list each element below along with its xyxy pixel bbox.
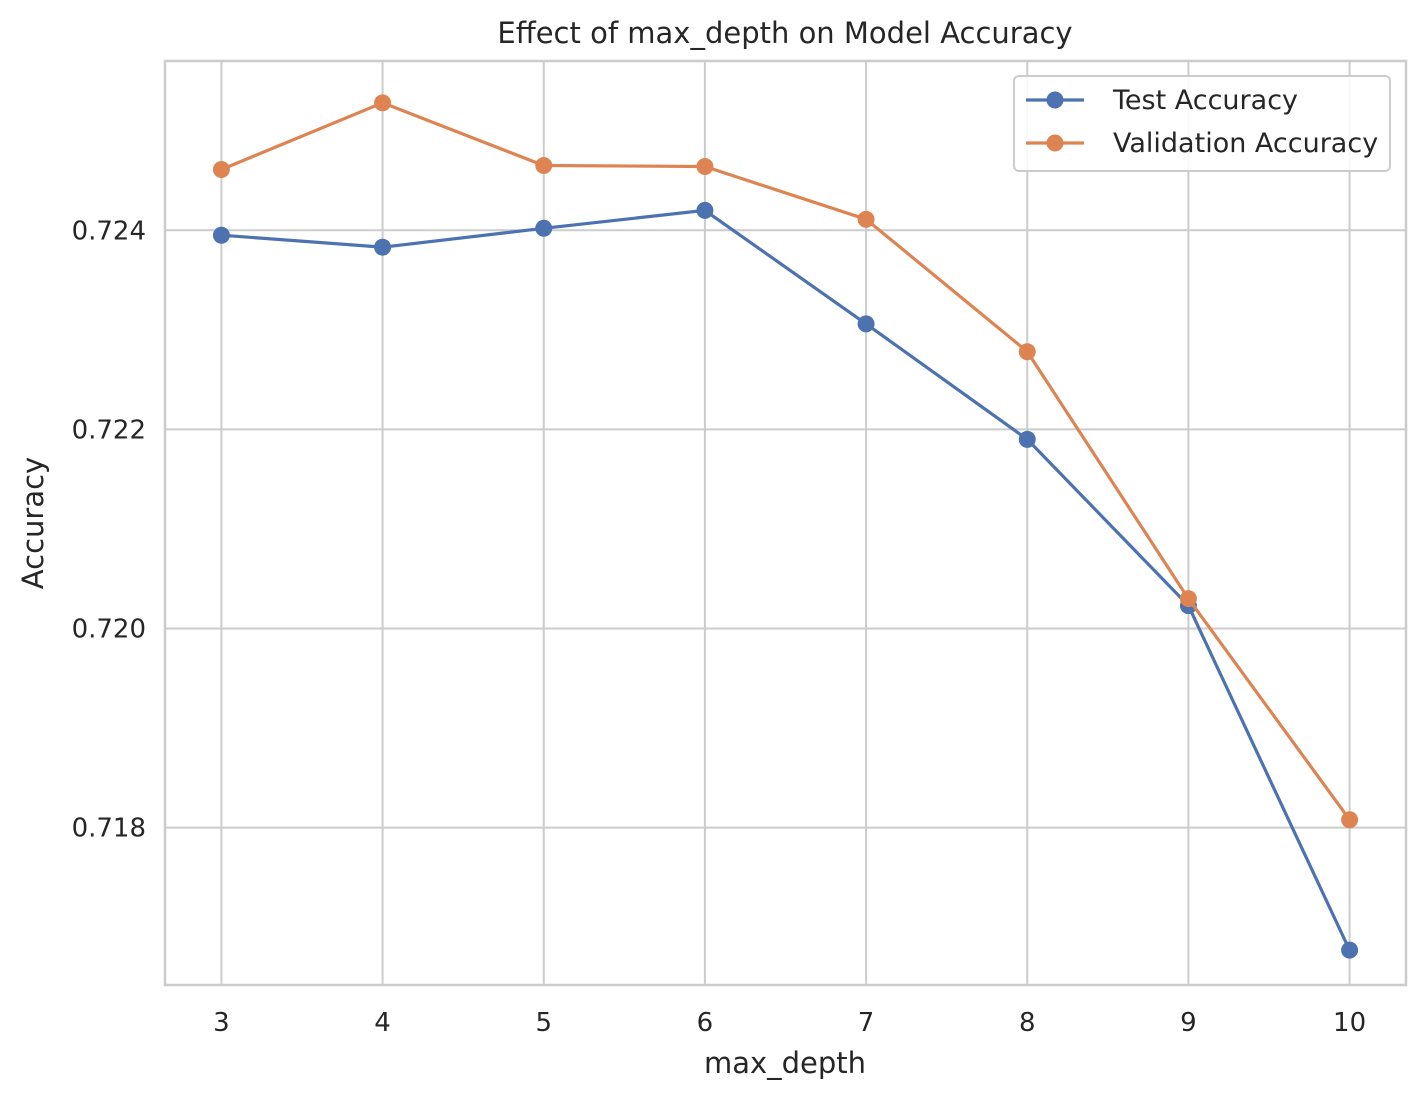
data-point — [374, 94, 392, 112]
legend-box — [1013, 75, 1391, 172]
x-tick-label: 10 — [1333, 1008, 1366, 1038]
x-tick-label: 8 — [1019, 1008, 1036, 1038]
legend: Test Accuracy Validation Accuracy — [1013, 75, 1391, 172]
y-tick-label: 0.722 — [72, 415, 146, 445]
x-tick-label: 7 — [858, 1008, 875, 1038]
data-point — [696, 158, 714, 176]
data-point — [535, 157, 553, 175]
legend-item: Validation Accuracy — [1026, 128, 1378, 159]
x-tick-label: 4 — [374, 1008, 391, 1038]
series-line — [220, 101, 1351, 821]
series-test-accuracy — [212, 201, 1359, 959]
data-point — [212, 226, 230, 244]
legend-label: Test Accuracy — [1112, 85, 1298, 116]
y-tick-label: 0.720 — [72, 615, 146, 645]
plot-frame — [163, 59, 1408, 987]
legend-label: Validation Accuracy — [1113, 128, 1378, 159]
data-point — [374, 238, 392, 256]
series-line — [221, 208, 1352, 951]
x-tick-label: 6 — [697, 1008, 714, 1038]
x-tick-label: 5 — [535, 1008, 552, 1038]
data-point — [1018, 430, 1036, 448]
y-tick-label: 0.724 — [72, 216, 146, 246]
legend-item: Test Accuracy — [1026, 85, 1298, 116]
data-point — [1179, 590, 1197, 608]
data-point — [857, 210, 875, 228]
chart-title: Effect of max_depth on Model Accuracy — [497, 16, 1072, 50]
data-point — [857, 315, 875, 333]
data-point — [696, 201, 714, 219]
legend-swatch-marker — [1046, 134, 1064, 152]
data-point — [1341, 941, 1359, 959]
data-point — [1018, 343, 1036, 361]
legend-swatch-marker — [1046, 91, 1064, 109]
x-tick-label: 3 — [213, 1008, 230, 1038]
data-point — [535, 219, 553, 237]
grid-lines — [165, 61, 1406, 985]
x-axis-label: max_depth — [704, 1046, 866, 1080]
y-tick-label: 0.718 — [72, 814, 146, 844]
x-tick-label: 9 — [1180, 1008, 1197, 1038]
y-axis-label: Accuracy — [16, 457, 50, 589]
series-validation-accuracy — [212, 94, 1359, 829]
data-point — [1341, 811, 1359, 829]
data-point — [212, 161, 230, 179]
